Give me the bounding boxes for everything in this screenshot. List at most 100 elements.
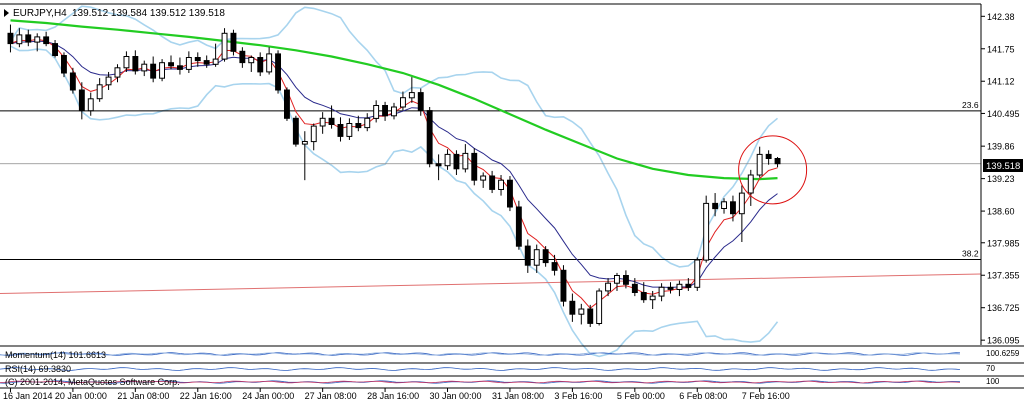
candle-body-bear — [328, 117, 335, 126]
candle-body-bull — [346, 123, 353, 137]
candle-body-bear — [275, 53, 282, 91]
candle-body-bear — [765, 153, 772, 159]
candle-body-bear — [78, 89, 85, 112]
candle-body-bull — [408, 92, 415, 99]
header-arrow-icon — [4, 9, 9, 17]
candle-body-bear — [168, 62, 175, 67]
time-axis: 16 Jan 2014 20 Jan 00:00 21 Jan 08:00 22 Ja… — [3, 388, 790, 401]
time-tick-label: 28 Jan 16:00 — [367, 391, 419, 401]
candle-body-bear — [355, 123, 362, 129]
candle-body-bull — [310, 125, 317, 143]
candle-body-bull — [185, 57, 192, 70]
candle-body-bear — [25, 34, 32, 43]
price-tick-label: 137.355 — [987, 271, 1020, 281]
candle-body-bull — [248, 57, 255, 64]
candle-body-bear — [560, 269, 567, 302]
price-tick-label: 141.12 — [987, 77, 1015, 87]
candle-body-bull — [480, 175, 487, 181]
candle-body-bull — [87, 98, 94, 112]
time-tick-label: 31 Jan 08:00 — [492, 391, 544, 401]
bollinger-upper — [9, 5, 779, 268]
candle-body-bear — [426, 110, 433, 165]
time-tick-label: 24 Jan 00:00 — [242, 391, 294, 401]
candle-body-bear — [507, 179, 513, 208]
bollinger-lower — [10, 45, 779, 358]
candle-body-bull — [703, 202, 710, 261]
candle-body-bull — [105, 76, 112, 86]
price-tick-label: 140.495 — [987, 109, 1020, 119]
candle-body-bull — [159, 62, 166, 79]
candle-body-bull — [96, 84, 103, 100]
rsi-label: RSI(14) 69.3830 — [5, 364, 71, 374]
candle-body-bear — [417, 92, 424, 112]
trendline — [0, 273, 982, 295]
time-tick-label: 30 Jan 00:00 — [430, 391, 482, 401]
indicator-lines — [0, 352, 961, 384]
fib-level-label: 23.6 — [962, 100, 979, 110]
candle-body-bull — [462, 152, 469, 170]
candle-body-bull — [212, 58, 219, 65]
candle-body-bull — [301, 141, 308, 145]
candle-body-bull — [141, 63, 148, 72]
candle-body-bull — [123, 56, 130, 69]
candle-body-bear — [43, 36, 50, 45]
time-tick-label: 22 Jan 16:00 — [180, 391, 232, 401]
price-tick-label: 142.38 — [987, 12, 1015, 22]
price-tick-label: 139.86 — [987, 142, 1015, 152]
candle-body-bear — [194, 57, 201, 62]
price-tick-label: 136.095 — [987, 336, 1020, 346]
candle-body-bull — [738, 192, 745, 215]
indicator-line — [0, 367, 961, 371]
time-tick-label: 5 Feb 00:00 — [617, 391, 665, 401]
candle-body-bear — [257, 57, 264, 73]
candle-body-bear — [203, 60, 210, 65]
candle-body-bear — [730, 201, 736, 215]
candle-body-bear — [524, 245, 531, 266]
price-tick-label: 136.725 — [987, 303, 1020, 313]
candle-body-bear — [177, 65, 183, 70]
candle-body-bear — [337, 124, 344, 137]
candle-body-bear — [623, 275, 629, 285]
candle-body-bear — [239, 50, 246, 64]
fibonacci-levels: 23.6 38.2 — [0, 100, 981, 261]
candle-body-bull — [596, 290, 603, 324]
candle-body-bull — [649, 295, 656, 301]
candle-body-bull — [578, 308, 585, 315]
candle-body-bear — [230, 32, 237, 52]
sma-long-line — [10, 19, 778, 181]
candle-body-bear — [382, 105, 389, 117]
time-tick-label: 6 Feb 08:00 — [679, 391, 727, 401]
candle-body-bull — [614, 275, 620, 284]
indicator-panes: Momentum(14) 101.6613 RSI(14) 69.3830 (C… — [0, 345, 1024, 389]
candle-body-bull — [498, 179, 505, 190]
candle-body-bull — [533, 249, 540, 266]
candle-body-bear — [667, 286, 674, 290]
candle-body-bear — [631, 283, 638, 293]
price-axis: 142.38 141.75 141.12 140.495 139.86 139.23 138… — [981, 12, 1020, 346]
time-tick-label: 27 Jan 08:00 — [305, 391, 357, 401]
candle-body-bull — [266, 53, 273, 73]
price-tick-label: 138.60 — [987, 207, 1015, 217]
candle-body-bull — [400, 97, 406, 108]
candle-body-bear — [542, 249, 549, 264]
candle-body-bear — [471, 152, 478, 181]
price-tick-label: 141.75 — [987, 44, 1015, 54]
highlight-circle — [738, 135, 808, 205]
candle-body-bear — [569, 300, 576, 315]
candle-body-bull — [694, 259, 701, 288]
candle-body-bull — [676, 283, 683, 290]
candle-body-bear — [61, 55, 67, 74]
ohlc-label: 139.512 139.584 139.512 139.518 — [72, 8, 225, 19]
candle-body-bull — [721, 201, 727, 210]
candles — [7, 24, 781, 328]
candle-body-bull — [444, 153, 451, 167]
indicator-line — [0, 380, 961, 384]
candle-body-bear — [685, 283, 692, 288]
candle-body-bear — [132, 56, 139, 72]
candle-body-bear — [52, 43, 58, 56]
candle-body-bear — [453, 153, 460, 170]
fib-level-label: 38.2 — [962, 249, 979, 259]
indicator-line — [0, 352, 961, 356]
candle-body-bear — [587, 308, 594, 324]
